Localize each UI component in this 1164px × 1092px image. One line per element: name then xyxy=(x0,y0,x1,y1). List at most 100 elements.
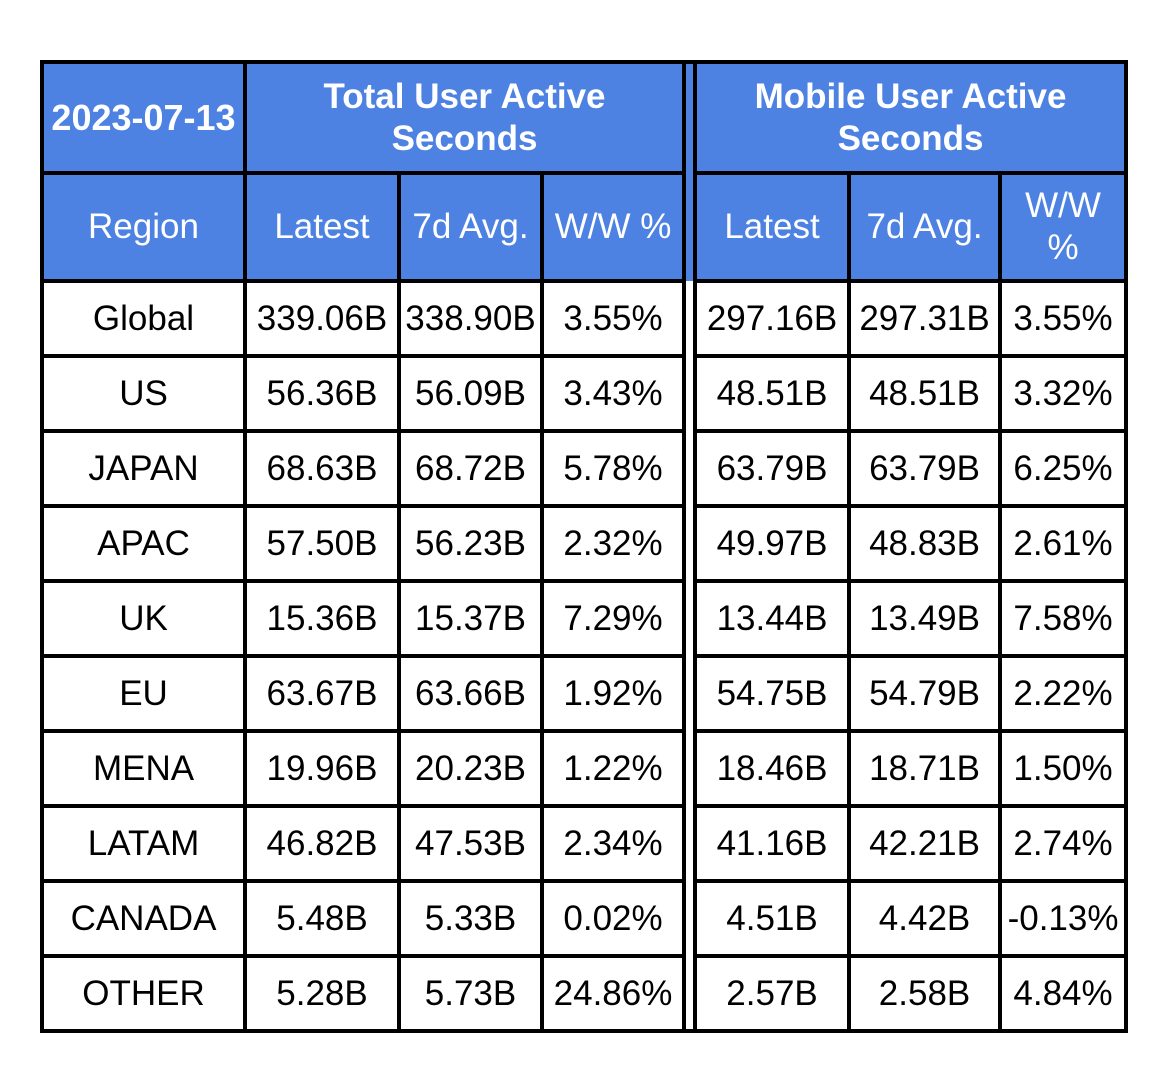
table-row: CANADA 5.48B 5.33B 0.02% 4.51B 4.42B -0.13% xyxy=(40,879,1129,958)
region-cell: EU xyxy=(40,654,247,733)
value-cell: 6.25% xyxy=(998,429,1129,508)
value-cell: 56.23B xyxy=(397,504,544,583)
value-cell: 57.50B xyxy=(243,504,401,583)
value-cell: 3.43% xyxy=(539,354,687,433)
subheader-total-7davg: 7d Avg. xyxy=(397,171,544,283)
table-row: UK 15.36B 15.37B 7.29% 13.44B 13.49B 7.58% xyxy=(40,579,1129,658)
value-cell: 297.31B xyxy=(847,279,1003,358)
value-cell: 54.75B xyxy=(693,654,852,733)
table-row: EU 63.67B 63.66B 1.92% 54.75B 54.79B 2.22% xyxy=(40,654,1129,733)
value-cell: 1.22% xyxy=(539,729,687,808)
value-cell: 48.51B xyxy=(693,354,852,433)
region-cell: US xyxy=(40,354,247,433)
value-cell: 48.51B xyxy=(847,354,1003,433)
value-cell: 2.57B xyxy=(693,954,852,1033)
section-divider xyxy=(684,356,696,431)
value-cell: 13.44B xyxy=(693,579,852,658)
value-cell: 3.55% xyxy=(539,279,687,358)
value-cell: 339.06B xyxy=(243,279,401,358)
section-divider xyxy=(684,173,696,281)
value-cell: 3.32% xyxy=(998,354,1129,433)
value-cell: 1.92% xyxy=(539,654,687,733)
metrics-table: 2023-07-13 Total User Active Seconds Mob… xyxy=(40,60,1129,1033)
value-cell: 3.55% xyxy=(998,279,1129,358)
value-cell: 63.79B xyxy=(693,429,852,508)
region-cell: MENA xyxy=(40,729,247,808)
region-cell: UK xyxy=(40,579,247,658)
value-cell: 7.29% xyxy=(539,579,687,658)
value-cell: 2.32% xyxy=(539,504,687,583)
value-cell: 56.36B xyxy=(243,354,401,433)
value-cell: 2.34% xyxy=(539,804,687,883)
header-row-columns: Region Latest 7d Avg. W/W % Latest 7d Av… xyxy=(40,171,1129,283)
value-cell: 48.83B xyxy=(847,504,1003,583)
value-cell: 63.67B xyxy=(243,654,401,733)
value-cell: 5.33B xyxy=(397,879,544,958)
subheader-mobile-ww: W/W % xyxy=(998,171,1129,283)
value-cell: 13.49B xyxy=(847,579,1003,658)
region-cell: CANADA xyxy=(40,879,247,958)
section-header-mobile: Mobile User Active Seconds xyxy=(693,60,1129,175)
section-divider xyxy=(684,506,696,581)
value-cell: 4.84% xyxy=(998,954,1129,1033)
section-divider xyxy=(684,581,696,656)
section-divider xyxy=(684,656,696,731)
value-cell: 5.73B xyxy=(397,954,544,1033)
table-row: JAPAN 68.63B 68.72B 5.78% 63.79B 63.79B 6.25% xyxy=(40,429,1129,508)
value-cell: 2.58B xyxy=(847,954,1003,1033)
value-cell: 42.21B xyxy=(847,804,1003,883)
subheader-mobile-latest: Latest xyxy=(693,171,852,283)
value-cell: 5.78% xyxy=(539,429,687,508)
value-cell: 4.42B xyxy=(847,879,1003,958)
region-cell: LATAM xyxy=(40,804,247,883)
date-cell: 2023-07-13 xyxy=(40,60,247,175)
value-cell: 1.50% xyxy=(998,729,1129,808)
header-row-titles: 2023-07-13 Total User Active Seconds Mob… xyxy=(40,60,1129,175)
value-cell: 68.72B xyxy=(397,429,544,508)
region-cell: Global xyxy=(40,279,247,358)
subheader-total-ww: W/W % xyxy=(539,171,687,283)
value-cell: 0.02% xyxy=(539,879,687,958)
value-cell: 54.79B xyxy=(847,654,1003,733)
subheader-mobile-ww-label: W/W % xyxy=(1025,186,1101,267)
value-cell: 68.63B xyxy=(243,429,401,508)
table-row: OTHER 5.28B 5.73B 24.86% 2.57B 2.58B 4.84% xyxy=(40,954,1129,1033)
region-cell: JAPAN xyxy=(40,429,247,508)
section-divider xyxy=(684,806,696,881)
value-cell: 18.46B xyxy=(693,729,852,808)
section-header-total: Total User Active Seconds xyxy=(242,60,687,175)
value-cell: 49.97B xyxy=(693,504,852,583)
region-header: Region xyxy=(40,171,247,283)
region-cell: APAC xyxy=(40,504,247,583)
value-cell: 41.16B xyxy=(693,804,852,883)
value-cell: 4.51B xyxy=(693,879,852,958)
subheader-total-latest: Latest xyxy=(243,171,401,283)
value-cell: 5.28B xyxy=(243,954,401,1033)
table-body: Global 339.06B 338.90B 3.55% 297.16B 297.31B 3… xyxy=(40,279,1129,1033)
section-divider xyxy=(684,731,696,806)
value-cell: 63.66B xyxy=(397,654,544,733)
value-cell: 5.48B xyxy=(243,879,401,958)
value-cell: -0.13% xyxy=(998,879,1129,958)
table-row: LATAM 46.82B 47.53B 2.34% 41.16B 42.21B 2.74% xyxy=(40,804,1129,883)
value-cell: 15.37B xyxy=(397,579,544,658)
region-cell: OTHER xyxy=(40,954,247,1033)
table-row: US 56.36B 56.09B 3.43% 48.51B 48.51B 3.32% xyxy=(40,354,1129,433)
section-divider xyxy=(684,881,696,956)
table-row: APAC 57.50B 56.23B 2.32% 49.97B 48.83B 2.61% xyxy=(40,504,1129,583)
value-cell: 47.53B xyxy=(397,804,544,883)
section-divider xyxy=(684,431,696,506)
value-cell: 24.86% xyxy=(539,954,687,1033)
value-cell: 46.82B xyxy=(243,804,401,883)
value-cell: 2.22% xyxy=(998,654,1129,733)
value-cell: 338.90B xyxy=(397,279,544,358)
value-cell: 56.09B xyxy=(397,354,544,433)
value-cell: 2.61% xyxy=(998,504,1129,583)
value-cell: 63.79B xyxy=(847,429,1003,508)
section-divider xyxy=(684,956,696,1033)
value-cell: 2.74% xyxy=(998,804,1129,883)
table-row: MENA 19.96B 20.23B 1.22% 18.46B 18.71B 1.50% xyxy=(40,729,1129,808)
value-cell: 18.71B xyxy=(847,729,1003,808)
table-header: 2023-07-13 Total User Active Seconds Mob… xyxy=(40,60,1129,283)
